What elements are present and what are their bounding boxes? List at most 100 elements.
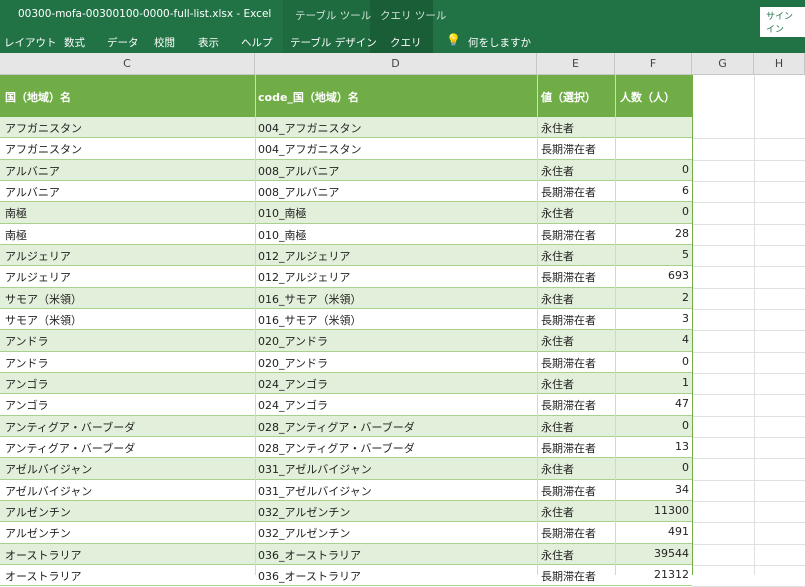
code-cell[interactable]: 036_オーストラリア — [258, 569, 361, 583]
count-cell[interactable]: 28 — [675, 226, 689, 240]
value-cell[interactable]: 長期滞在者 — [541, 527, 596, 541]
code-cell[interactable]: 004_アフガニスタン — [258, 143, 362, 157]
code-cell[interactable]: 020_アンドラ — [258, 356, 329, 370]
value-cell[interactable]: 永住者 — [541, 463, 574, 477]
country-cell[interactable]: アンゴラ — [5, 399, 49, 413]
value-cell[interactable]: 永住者 — [541, 335, 574, 349]
country-cell[interactable]: アルジェリア — [5, 271, 71, 285]
country-cell[interactable]: 南極 — [5, 228, 27, 242]
country-cell[interactable]: オーストラリア — [5, 548, 82, 562]
code-cell[interactable]: 024_アンゴラ — [258, 399, 329, 413]
count-cell[interactable]: 0 — [682, 461, 689, 475]
value-cell[interactable]: 永住者 — [541, 377, 574, 391]
value-cell[interactable]: 長期滞在者 — [541, 441, 596, 455]
code-cell[interactable]: 028_アンティグア・バーブーダ — [258, 420, 415, 434]
column-header-e[interactable]: E — [537, 53, 615, 75]
country-cell[interactable]: アルゼンチン — [5, 505, 71, 519]
count-cell[interactable]: 34 — [675, 482, 689, 496]
value-cell[interactable]: 長期滞在者 — [541, 313, 596, 327]
count-cell[interactable]: 3 — [682, 311, 689, 325]
value-cell[interactable]: 永住者 — [541, 207, 574, 221]
code-cell[interactable]: 008_アルバニア — [258, 164, 340, 178]
code-cell[interactable]: 032_アルゼンチン — [258, 505, 351, 519]
value-cell[interactable]: 長期滞在者 — [541, 356, 596, 370]
column-header-f[interactable]: F — [615, 53, 692, 75]
count-cell[interactable]: 47 — [675, 397, 689, 411]
value-cell[interactable]: 長期滞在者 — [541, 143, 596, 157]
country-cell[interactable]: アルバニア — [5, 164, 60, 178]
count-cell[interactable]: 693 — [668, 269, 689, 283]
value-cell[interactable]: 永住者 — [541, 505, 574, 519]
country-cell[interactable]: アルジェリア — [5, 249, 71, 263]
column-header-c[interactable]: C — [0, 53, 255, 75]
count-cell[interactable]: 491 — [668, 525, 689, 539]
count-cell[interactable]: 0 — [682, 205, 689, 219]
signin-button[interactable]: サインイン — [760, 7, 805, 37]
code-cell[interactable]: 004_アフガニスタン — [258, 122, 362, 135]
value-cell[interactable]: 長期滞在者 — [541, 271, 596, 285]
tab-review[interactable]: 校閲 — [154, 37, 175, 49]
count-cell[interactable]: 13 — [675, 439, 689, 453]
tab-layout[interactable]: レイアウト — [4, 37, 57, 49]
code-cell[interactable]: 010_南極 — [258, 228, 307, 242]
country-cell[interactable]: アルバニア — [5, 185, 60, 199]
country-cell[interactable]: アンゴラ — [5, 377, 49, 391]
value-cell[interactable]: 長期滞在者 — [541, 185, 596, 199]
code-cell[interactable]: 008_アルバニア — [258, 185, 340, 199]
tab-query[interactable]: クエリ — [390, 37, 422, 49]
value-cell[interactable]: 永住者 — [541, 164, 574, 178]
value-cell[interactable]: 永住者 — [541, 249, 574, 263]
count-cell[interactable]: 5 — [682, 247, 689, 261]
country-cell[interactable]: サモア（米領） — [5, 313, 82, 327]
column-header-h[interactable]: H — [754, 53, 805, 75]
country-cell[interactable]: アンティグア・バーブーダ — [5, 441, 136, 455]
country-cell[interactable]: アフガニスタン — [5, 122, 82, 135]
country-cell[interactable]: サモア（米領） — [5, 292, 82, 306]
value-cell[interactable]: 永住者 — [541, 548, 574, 562]
code-cell[interactable]: 024_アンゴラ — [258, 377, 329, 391]
count-cell[interactable]: 4 — [682, 333, 689, 347]
header-code-country[interactable]: code_国（地域）名 — [258, 91, 359, 104]
country-cell[interactable]: アンドラ — [5, 356, 49, 370]
value-cell[interactable]: 長期滞在者 — [541, 228, 596, 242]
tell-me-search[interactable]: 何をしますか — [468, 37, 531, 49]
count-cell[interactable]: 1 — [682, 375, 689, 389]
value-cell[interactable]: 長期滞在者 — [541, 399, 596, 413]
code-cell[interactable]: 031_アゼルバイジャン — [258, 484, 372, 498]
code-cell[interactable]: 020_アンドラ — [258, 335, 329, 349]
country-cell[interactable]: アンドラ — [5, 335, 49, 349]
tab-table-design[interactable]: テーブル デザイン — [290, 37, 377, 49]
country-cell[interactable]: 南極 — [5, 207, 27, 221]
value-cell[interactable]: 長期滞在者 — [541, 484, 596, 498]
country-cell[interactable]: アルゼンチン — [5, 527, 71, 541]
code-cell[interactable]: 032_アルゼンチン — [258, 527, 351, 541]
code-cell[interactable]: 012_アルジェリア — [258, 271, 351, 285]
code-cell[interactable]: 028_アンティグア・バーブーダ — [258, 441, 415, 455]
country-cell[interactable]: アフガニスタン — [5, 143, 82, 157]
count-cell[interactable]: 0 — [682, 418, 689, 432]
count-cell[interactable]: 6 — [682, 183, 689, 197]
header-country[interactable]: 国（地域）名 — [5, 91, 71, 104]
tab-formulas[interactable]: 数式 — [64, 37, 85, 49]
count-cell[interactable]: 21312 — [654, 567, 689, 581]
value-cell[interactable]: 永住者 — [541, 122, 574, 135]
code-cell[interactable]: 031_アゼルバイジャン — [258, 463, 372, 477]
code-cell[interactable]: 010_南極 — [258, 207, 307, 221]
country-cell[interactable]: オーストラリア — [5, 569, 82, 583]
code-cell[interactable]: 036_オーストラリア — [258, 548, 361, 562]
count-cell[interactable]: 2 — [682, 290, 689, 304]
code-cell[interactable]: 016_サモア（米領） — [258, 292, 362, 306]
count-cell[interactable]: 39544 — [654, 546, 689, 560]
value-cell[interactable]: 永住者 — [541, 292, 574, 306]
country-cell[interactable]: アゼルバイジャン — [5, 463, 93, 477]
country-cell[interactable]: アゼルバイジャン — [5, 484, 93, 498]
header-value[interactable]: 値（選択） — [541, 91, 596, 104]
code-cell[interactable]: 012_アルジェリア — [258, 249, 351, 263]
value-cell[interactable]: 長期滞在者 — [541, 569, 596, 583]
country-cell[interactable]: アンティグア・バーブーダ — [5, 420, 136, 434]
code-cell[interactable]: 016_サモア（米領） — [258, 313, 362, 327]
count-cell[interactable]: 0 — [682, 162, 689, 176]
tab-help[interactable]: ヘルプ — [241, 37, 273, 49]
count-cell[interactable]: 11300 — [654, 503, 689, 517]
count-cell[interactable]: 0 — [682, 354, 689, 368]
